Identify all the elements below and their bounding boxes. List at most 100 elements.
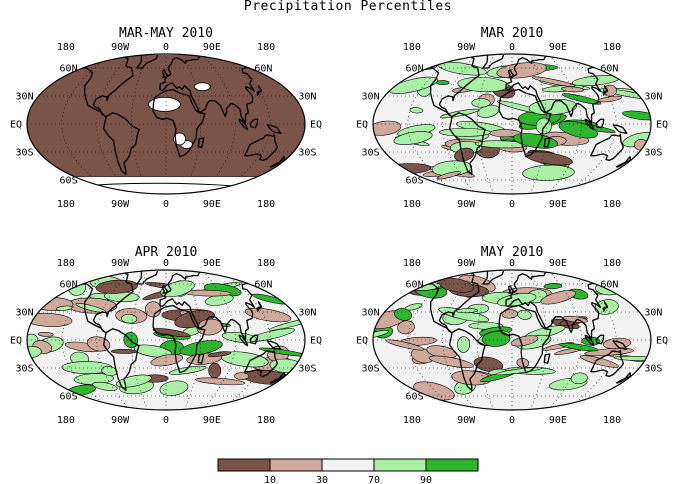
map-background [27, 55, 305, 177]
graticule [373, 270, 651, 410]
lat-label-right: 30S [298, 148, 316, 159]
percentile-patch [373, 120, 402, 136]
lon-label-bottom: 0 [163, 415, 169, 426]
percentile-patch [622, 110, 651, 121]
coastlines [77, 55, 286, 176]
lat-label-right: 30N [644, 308, 662, 319]
percentile-patch [510, 335, 539, 347]
coastline-borneo [595, 334, 605, 345]
percentile-patch [397, 320, 415, 335]
coastline-australia [244, 349, 279, 378]
lat-label-left: 30S [16, 364, 34, 375]
lon-label-bottom: 180 [403, 415, 421, 426]
percentile-patch [148, 97, 181, 112]
lon-label-bottom: 180 [257, 199, 275, 210]
percentile-patch [195, 377, 246, 386]
lon-label-top: 90E [549, 42, 567, 53]
lon-label-bottom: 90W [111, 199, 130, 210]
map-border [26, 53, 306, 195]
percentile-patch [92, 381, 118, 391]
percentile-patch [159, 380, 189, 396]
lat-label-right: 30N [298, 308, 316, 319]
percentile-patch [522, 164, 575, 181]
percentile-patch [561, 93, 602, 105]
lat-label-right: 30N [644, 92, 662, 103]
colorbar-tick-label: 10 [264, 475, 276, 484]
percentile-patch [110, 349, 138, 354]
colorbar-swatch [321, 458, 375, 472]
coastline-madagascar [197, 353, 205, 364]
percentile-patch [436, 171, 461, 180]
percentile-patch [373, 330, 390, 339]
graticule [373, 54, 651, 194]
coastline-uk [508, 285, 514, 294]
lat-label-left: 30N [362, 308, 380, 319]
lat-label-right: EQ [656, 120, 668, 131]
coastline-madagascar [543, 137, 551, 148]
colorbar-swatch [269, 458, 323, 472]
percentile-patch [559, 342, 599, 352]
coastline-japan [602, 301, 609, 312]
coastline-borneo [595, 118, 605, 129]
percentile-patch [56, 305, 73, 311]
lat-label-left: 60N [406, 64, 424, 75]
panel-may: MAY 2010 60N 60N 30N 30N EQ EQ 30S 30S 60S 180 90W… [356, 245, 668, 426]
coastline-southamerica [448, 328, 486, 392]
coastline-eurasia [505, 55, 602, 124]
lat-label-left: 60N [406, 280, 424, 291]
coastline-southamerica [448, 112, 486, 176]
lat-label-right: 30S [644, 148, 662, 159]
lat-label-right: 30S [298, 364, 316, 375]
coastline-africa [152, 304, 206, 374]
coastline-newzealand [269, 156, 286, 168]
lat-label-left: 30N [362, 92, 380, 103]
colorbar-swatch [217, 458, 271, 472]
coastline-australia [590, 133, 625, 162]
lon-label-top: 180 [603, 258, 621, 269]
coastline-japan [256, 301, 263, 312]
lat-label-right: 60N [600, 280, 618, 291]
percentile-patch [456, 308, 479, 314]
percentile-patch [37, 332, 54, 337]
figure-title: Precipitation Percentiles [244, 0, 452, 14]
percentile-patch [150, 354, 184, 367]
lon-label-top: 0 [509, 258, 515, 269]
percentile-patch [173, 132, 186, 146]
lat-label-left: 30N [16, 92, 34, 103]
lon-label-bottom: 180 [603, 199, 621, 210]
coastline-africa [152, 88, 206, 158]
percentile-patch [457, 336, 470, 353]
colorbar-swatch [425, 458, 479, 472]
percentile-patch [437, 277, 474, 293]
percentile-patch [603, 84, 617, 97]
coastline-borneo [249, 334, 259, 345]
lon-label-top: 180 [403, 42, 421, 53]
lat-label-right: 60N [600, 64, 618, 75]
panel-mar: MAR 2010 60N 60N 30N 30N EQ EQ 30S 30S 60S 180 90W… [356, 26, 668, 210]
lon-label-top: 90E [549, 258, 567, 269]
lon-label-top: 0 [163, 42, 169, 53]
percentile-patch [428, 355, 474, 368]
lon-label-bottom: 180 [403, 199, 421, 210]
lat-label-left: 60S [60, 176, 78, 187]
lat-label-right: 60N [254, 280, 272, 291]
panel-title: MAR 2010 [481, 26, 544, 41]
percentile-patch [393, 131, 433, 145]
coastline-greenland [136, 271, 159, 285]
lat-label-left: 30S [16, 148, 34, 159]
coastline-japan [602, 85, 609, 96]
percentile-patch [482, 331, 511, 347]
coastline-northamerica [77, 55, 134, 118]
coastline-antarctica [96, 182, 236, 187]
lon-label-bottom: 0 [509, 199, 515, 210]
panel-title: MAY 2010 [481, 245, 544, 260]
percentile-patch [258, 347, 305, 357]
graticule [27, 54, 305, 194]
lon-label-top: 90W [457, 258, 476, 269]
colorbar-swatch [373, 458, 427, 472]
lon-label-top: 180 [257, 258, 275, 269]
lon-label-bottom: 180 [603, 415, 621, 426]
coastline-northamerica [77, 271, 134, 334]
lon-label-bottom: 90W [111, 415, 130, 426]
percentile-patch [570, 372, 588, 385]
